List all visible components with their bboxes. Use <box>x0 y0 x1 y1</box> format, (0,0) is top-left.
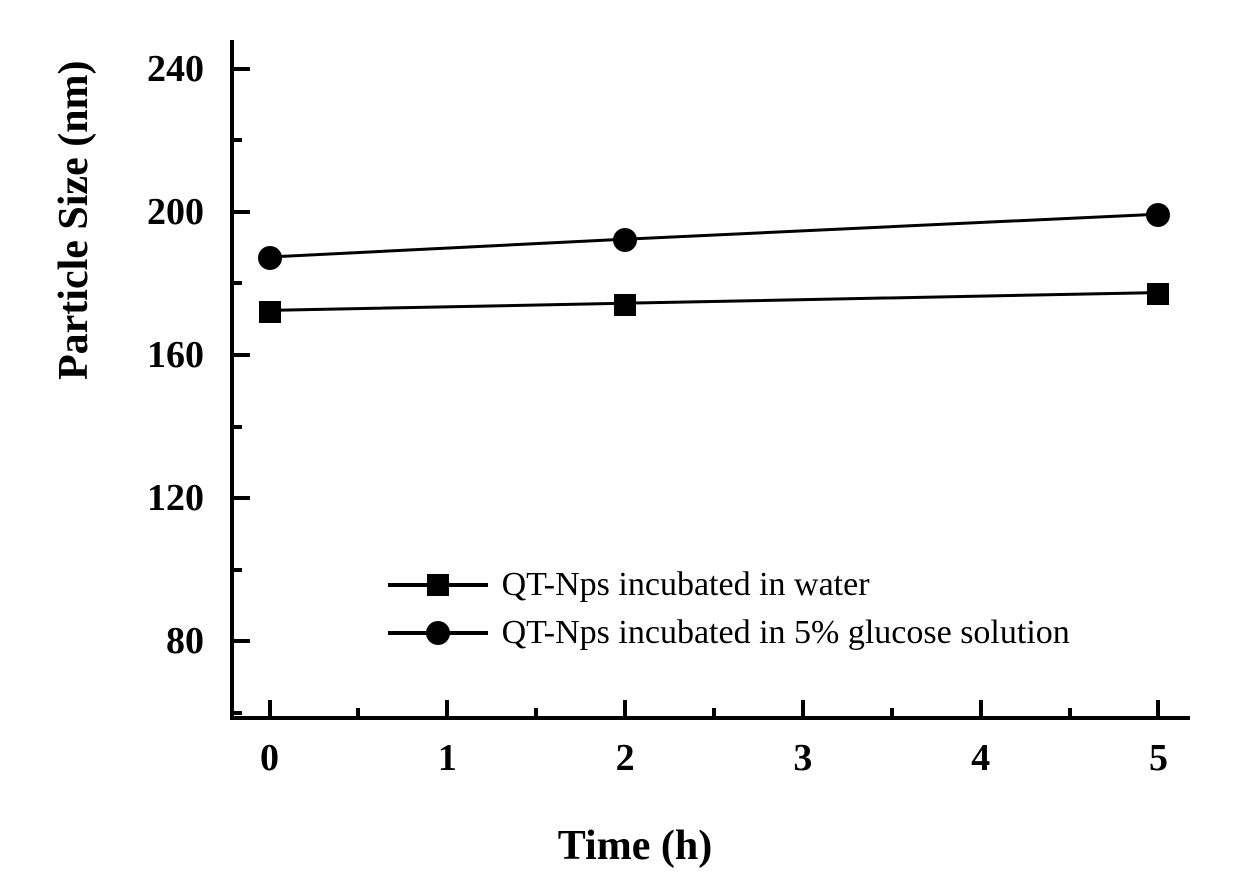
legend: QT-Nps incubated in water QT-Nps incubate… <box>388 564 1070 660</box>
marker-square <box>1147 283 1169 305</box>
y-tick-label: 120 <box>147 476 204 520</box>
y-tick-label: 80 <box>166 619 204 663</box>
series-line-0 <box>269 293 1154 311</box>
legend-marker-circle-icon <box>426 621 450 645</box>
x-axis-label: Time (h) <box>558 822 712 870</box>
x-tick-label: 1 <box>438 736 457 780</box>
marker-square <box>259 301 281 323</box>
x-tick-label: 4 <box>971 736 990 780</box>
marker-circle <box>613 228 637 252</box>
plot-area: 80120160200240012345QT-Nps incubated in … <box>230 40 1190 720</box>
marker-circle <box>1146 203 1170 227</box>
x-tick-label: 2 <box>616 736 635 780</box>
series-line-1 <box>269 214 1154 257</box>
marker-circle <box>258 246 282 270</box>
marker-square <box>614 294 636 316</box>
x-tick-label: 0 <box>260 736 279 780</box>
chart-container: Particle Size (nm) 80120160200240012345Q… <box>60 20 1210 860</box>
x-tick-label: 5 <box>1149 736 1168 780</box>
y-tick-label: 240 <box>147 47 204 91</box>
legend-line-icon <box>388 631 488 635</box>
legend-row: QT-Nps incubated in 5% glucose solution <box>388 612 1070 654</box>
x-tick-label: 3 <box>793 736 812 780</box>
y-tick-label: 200 <box>147 190 204 234</box>
legend-line-icon <box>388 583 488 587</box>
legend-label: QT-Nps incubated in 5% glucose solution <box>502 614 1070 652</box>
y-tick-label: 160 <box>147 333 204 377</box>
legend-row: QT-Nps incubated in water <box>388 564 1070 606</box>
legend-label: QT-Nps incubated in water <box>502 566 870 604</box>
legend-marker-square-icon <box>427 574 449 596</box>
y-axis-label: Particle Size (nm) <box>50 60 98 380</box>
